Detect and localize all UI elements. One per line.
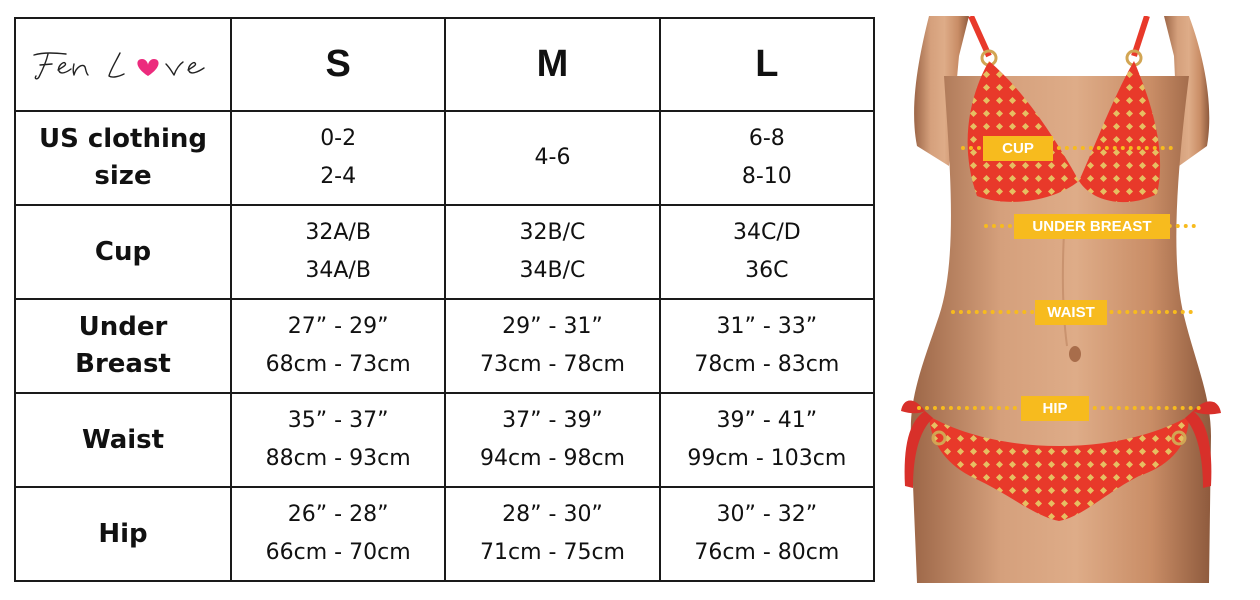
row-label-line: Under [78,312,168,342]
cell-line: 31” - 33” [716,314,818,339]
size-header-s: S [229,17,447,112]
cell-line: 68cm - 73cm [265,352,411,377]
cup-measure-label: CUP [983,136,1053,161]
cell-line: 29” - 31” [502,314,603,339]
cell-under-breast-m: 29” - 31” 73cm - 78cm [444,298,661,394]
row-label-cup: Cup [14,204,232,300]
cell-line: 35” - 37” [287,408,389,433]
cell-us-s: 0-2 2-4 [229,110,447,206]
row-label-us-size: US clothing size [14,110,232,206]
cell-line: 34A/B [305,258,371,283]
hip-measure-label: HIP [1021,396,1089,421]
cell-line: 32A/B [305,220,371,245]
cell-line: 34C/D [732,220,801,245]
cell-line: 39” - 41” [716,408,818,433]
size-chart-table: S M L US clothing size 0-2 2-4 4-6 6-8 8… [14,17,876,582]
cell-line: 73cm - 78cm [480,352,625,377]
cell-hip-s: 26” - 28” 66cm - 70cm [229,486,447,582]
cell-hip-l: 30” - 32” 76cm - 80cm [658,486,876,582]
cell-under-breast-l: 31” - 33” 78cm - 83cm [658,298,876,394]
cell-waist-m: 37” - 39” 94cm - 98cm [444,392,661,488]
row-label-line: Breast [75,349,171,379]
cell-waist-l: 39” - 41” 99cm - 103cm [658,392,876,488]
row-label-line: size [94,161,152,191]
table-row: Waist 35” - 37” 88cm - 93cm 37” - 39” 94… [14,392,876,488]
cell-line: 0-2 [320,126,357,151]
cup-measure-line [961,146,1173,150]
model-figure-illustration [901,16,1221,583]
cell-line: 8-10 [741,164,792,189]
waist-measure-label: WAIST [1035,300,1107,325]
table-row: Hip 26” - 28” 66cm - 70cm 28” - 30” 71cm… [14,486,876,582]
cell-line: 88cm - 93cm [265,446,411,471]
row-label-hip: Hip [14,486,232,582]
cell-line: 99cm - 103cm [687,446,847,471]
cell-line: 26” - 28” [287,502,389,527]
brand-logo-cell [14,17,232,112]
cell-line: 4-6 [534,145,571,170]
cell-us-m: 4-6 [444,110,661,206]
cell-line: 30” - 32” [716,502,818,527]
cell-waist-s: 35” - 37” 88cm - 93cm [229,392,447,488]
cell-line: 6-8 [748,126,785,151]
cell-cup-s: 32A/B 34A/B [229,204,447,300]
cell-under-breast-s: 27” - 29” 68cm - 73cm [229,298,447,394]
cell-line: 2-4 [320,164,357,189]
table-row: Cup 32A/B 34A/B 32B/C 34B/C 34C/D 36C [14,204,876,300]
brand-logo [16,19,230,110]
fen-love-logo-icon [33,51,205,79]
cell-line: 32B/C [519,220,586,245]
row-label-under-breast: Under Breast [14,298,232,394]
row-label-line: US clothing [38,124,208,154]
cell-line: 36C [745,258,789,283]
size-header-m: M [444,17,661,112]
cell-line: 34B/C [519,258,586,283]
cell-line: 27” - 29” [287,314,389,339]
table-row: Under Breast 27” - 29” 68cm - 73cm 29” -… [14,298,876,394]
cell-line: 78cm - 83cm [694,352,840,377]
cell-cup-m: 32B/C 34B/C [444,204,661,300]
table-row: US clothing size 0-2 2-4 4-6 6-8 8-10 [14,110,876,206]
cell-line: 76cm - 80cm [694,540,840,565]
model-photo: CUP UNDER BREAST WAIST HIP [889,16,1245,583]
cell-us-l: 6-8 8-10 [658,110,876,206]
row-label-waist: Waist [14,392,232,488]
size-header-l: L [658,17,876,112]
cell-hip-m: 28” - 30” 71cm - 75cm [444,486,661,582]
cell-line: 37” - 39” [502,408,603,433]
under-breast-measure-label: UNDER BREAST [1014,214,1170,239]
cell-line: 71cm - 75cm [480,540,625,565]
cell-line: 94cm - 98cm [480,446,625,471]
cell-cup-l: 34C/D 36C [658,204,876,300]
cell-line: 28” - 30” [502,502,603,527]
cell-line: 66cm - 70cm [265,540,411,565]
header-row: S M L [14,17,876,112]
